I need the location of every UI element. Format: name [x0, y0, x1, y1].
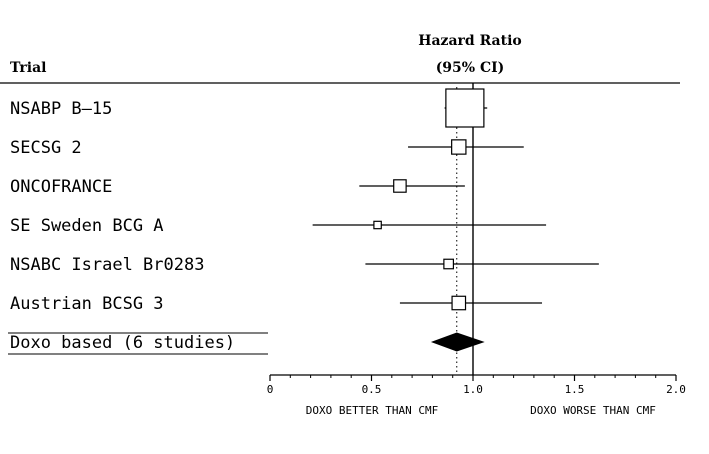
- pooled-diamond: [430, 332, 485, 352]
- study-label: Austrian BCSG 3: [10, 294, 164, 314]
- study-label: SE Sweden BCG A: [10, 216, 164, 236]
- x-axis-tick-label: 1.0: [463, 383, 483, 396]
- study-point-box: [451, 295, 467, 311]
- ci-header: (95% CI): [436, 60, 505, 76]
- study-marks: [312, 88, 599, 311]
- pooled-label: Doxo based (6 studies): [10, 333, 235, 353]
- reference-lines: [456, 83, 474, 375]
- axis-note-left: DOXO BETTER THAN CMF: [306, 404, 438, 417]
- pooled-marks: [430, 332, 485, 352]
- x-axis: 0 0.5 1.0 1.5 2.0: [267, 374, 686, 396]
- x-axis-tick-label: 1.5: [565, 383, 585, 396]
- hazard-ratio-header: Hazard Ratio: [418, 33, 522, 49]
- study-label: NSABP B—15: [10, 99, 112, 119]
- x-axis-tick-label: 0.5: [362, 383, 382, 396]
- study-point-box: [393, 179, 407, 193]
- study-point-box: [373, 220, 382, 230]
- axis-note-right: DOXO WORSE THAN CMF: [530, 404, 656, 417]
- trial-column-header: Trial: [10, 60, 46, 76]
- study-label: ONCOFRANCE: [10, 177, 112, 197]
- study-point-box: [451, 139, 467, 155]
- study-point-box: [443, 258, 454, 270]
- x-axis-tick-label: 0: [267, 383, 274, 396]
- x-axis-tick-label: 2.0: [666, 383, 686, 396]
- study-label: NSABC Israel Br0283: [10, 255, 204, 275]
- study-point-box: [445, 88, 485, 128]
- study-label: SECSG 2: [10, 138, 82, 158]
- study-labels: NSABP B—15 SECSG 2 ONCOFRANCE SE Sweden BCG…: [8, 99, 268, 355]
